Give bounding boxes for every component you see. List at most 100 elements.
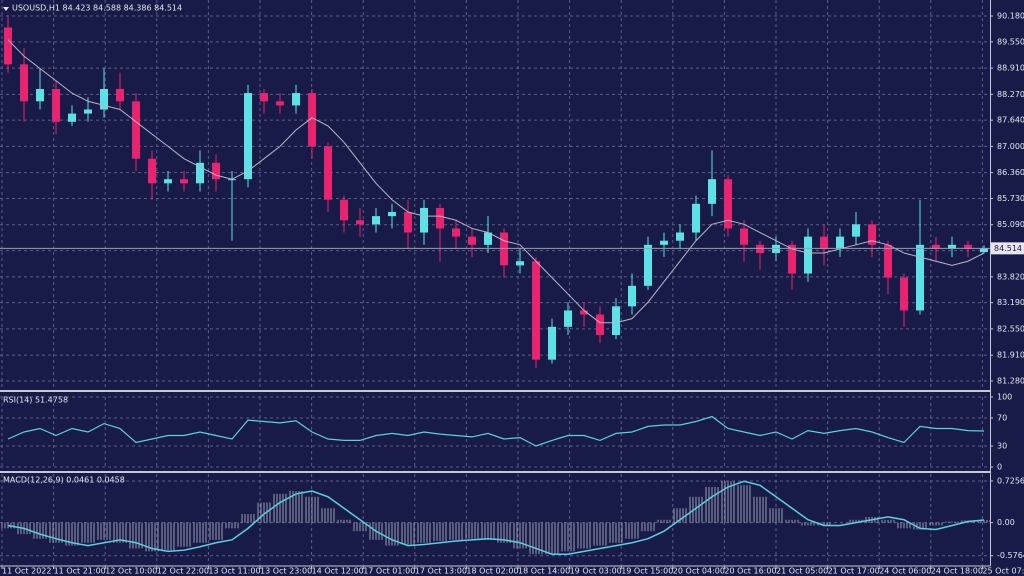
y-tick-label: 83.190 xyxy=(997,298,1024,307)
y-tick-label: 30 xyxy=(997,442,1007,451)
y-tick-label: 86.360 xyxy=(997,168,1024,177)
y-tick-label: 89.550 xyxy=(997,37,1024,46)
x-tick-label: 17 Oct 13:00 xyxy=(415,567,467,576)
candle-body xyxy=(868,224,876,245)
candle-body xyxy=(484,232,492,245)
candle-body xyxy=(100,88,108,110)
candle-body xyxy=(916,244,924,311)
candle-body xyxy=(212,162,220,180)
y-tick-label: 0.00 xyxy=(997,518,1015,527)
y-tick-label: 0 xyxy=(997,463,1002,472)
x-tick-label: 11 Oct 2022 xyxy=(2,567,51,576)
candle-body xyxy=(84,109,92,114)
candle-body xyxy=(260,93,268,102)
candle-body xyxy=(836,236,844,249)
candle-body xyxy=(116,88,124,102)
current-price-box xyxy=(991,242,1024,255)
y-tick-label: -0.5764 xyxy=(997,551,1024,560)
y-tick-label: 0.7256 xyxy=(997,476,1024,485)
y-tick-label: 90.180 xyxy=(997,11,1024,20)
candle-body xyxy=(788,244,796,274)
candle-body xyxy=(692,203,700,233)
candle-body xyxy=(612,306,620,336)
candle-body xyxy=(644,244,652,286)
y-tick-label: 85.090 xyxy=(997,220,1024,229)
candle-body xyxy=(180,179,188,184)
candle-body xyxy=(596,314,604,336)
candle-body xyxy=(964,244,972,249)
candle-body xyxy=(372,216,380,225)
rsi-line xyxy=(7,415,985,447)
x-tick-label: 19 Oct 03:00 xyxy=(570,567,622,576)
candle-body xyxy=(884,244,892,278)
candle-body xyxy=(516,261,524,266)
candle-body xyxy=(580,310,588,315)
moving-average xyxy=(7,39,985,324)
x-tick-label: 20 Oct 16:00 xyxy=(724,567,776,576)
y-tick-label: 88.270 xyxy=(997,90,1024,99)
candle-body xyxy=(740,228,748,245)
y-tick-label: 70 xyxy=(997,414,1007,423)
x-tick-label: 13 Oct 11:00 xyxy=(208,567,260,576)
x-tick-label: 25 Oct 07:00 xyxy=(982,567,1024,576)
x-tick-label: 14 Oct 12:00 xyxy=(312,567,364,576)
candle-body xyxy=(4,27,12,65)
candle-body xyxy=(356,220,364,225)
y-tick-label: 85.730 xyxy=(997,194,1024,203)
candle-body xyxy=(132,101,140,159)
candle-body xyxy=(628,285,636,307)
candle-body xyxy=(36,88,44,102)
x-tick-label: 19 Oct 15:00 xyxy=(621,567,673,576)
y-tick-label: 100 xyxy=(997,393,1012,402)
x-tick-label: 20 Oct 04:00 xyxy=(673,567,725,576)
y-tick-label: 87.000 xyxy=(997,142,1024,151)
candle-body xyxy=(820,236,828,249)
x-tick-label: 18 Oct 14:00 xyxy=(518,567,570,576)
y-tick-label: 81.910 xyxy=(997,351,1024,360)
y-tick-label: 81.280 xyxy=(997,376,1024,385)
x-tick-label: 21 Oct 05:00 xyxy=(776,567,828,576)
candle-body xyxy=(932,244,940,249)
candle-body xyxy=(980,248,988,253)
candle-body xyxy=(244,93,252,180)
candle-body xyxy=(388,212,396,217)
x-tick-label: 13 Oct 23:00 xyxy=(260,567,312,576)
x-tick-label: 24 Oct 06:00 xyxy=(879,567,931,576)
candle-body xyxy=(532,261,540,360)
candle-body xyxy=(324,146,332,200)
candle-body xyxy=(900,277,908,311)
y-tick-label: 87.640 xyxy=(997,116,1024,125)
candle-body xyxy=(196,162,204,184)
candle-body xyxy=(148,158,156,184)
candle-body xyxy=(420,207,428,233)
chart-title: USOUSD,H1 84.423 84.588 84.386 84.514 xyxy=(12,4,182,13)
candle-body xyxy=(292,93,300,106)
candle-body xyxy=(756,244,764,254)
candle-body xyxy=(276,101,284,106)
candle-body xyxy=(452,228,460,237)
candle-body xyxy=(708,179,716,204)
candle-body xyxy=(52,88,60,122)
x-tick-label: 24 Oct 18:00 xyxy=(931,567,983,576)
signal-line xyxy=(7,480,985,555)
candle-body xyxy=(20,64,28,102)
x-tick-label: 11 Oct 21:00 xyxy=(54,567,106,576)
candle-body xyxy=(500,232,508,266)
x-tick-label: 18 Oct 02:00 xyxy=(466,567,518,576)
y-tick-label: 88.910 xyxy=(997,64,1024,73)
y-tick-label: 82.550 xyxy=(997,324,1024,333)
candle-body xyxy=(724,179,732,229)
y-tick-label: 83.820 xyxy=(997,272,1024,281)
current-price-label: 84.514 xyxy=(994,244,1022,253)
candle-body xyxy=(404,212,412,233)
candle-body xyxy=(340,199,348,221)
panel-title: RSI(14) 51.4758 xyxy=(3,396,68,405)
x-tick-label: 21 Oct 17:00 xyxy=(828,567,880,576)
x-tick-label: 12 Oct 10:00 xyxy=(105,567,157,576)
candle-body xyxy=(772,244,780,254)
title-arrow xyxy=(3,7,9,11)
candle-body xyxy=(548,326,556,360)
